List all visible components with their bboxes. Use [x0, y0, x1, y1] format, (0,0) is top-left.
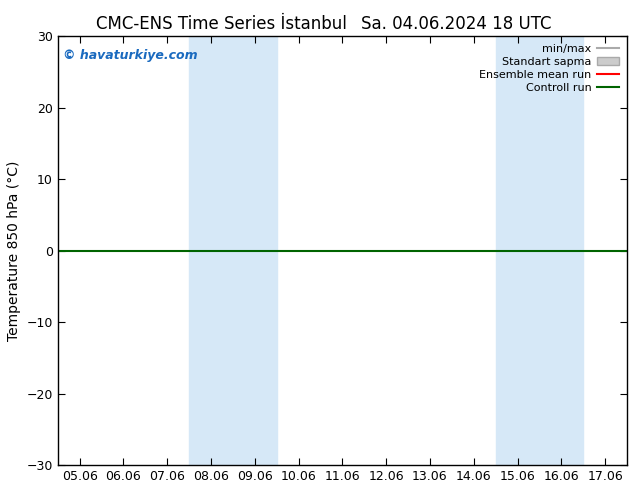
Text: CMC-ENS Time Series İstanbul: CMC-ENS Time Series İstanbul	[96, 15, 347, 33]
Bar	[496, 36, 583, 465]
Y-axis label: Temperature 850 hPa (°C): Temperature 850 hPa (°C)	[7, 161, 21, 341]
Bar	[189, 36, 276, 465]
Legend: min/max, Standart sapma, Ensemble mean run, Controll run: min/max, Standart sapma, Ensemble mean r…	[477, 42, 621, 95]
Text: © havaturkiye.com: © havaturkiye.com	[63, 49, 198, 62]
Text: Sa. 04.06.2024 18 UTC: Sa. 04.06.2024 18 UTC	[361, 15, 552, 33]
